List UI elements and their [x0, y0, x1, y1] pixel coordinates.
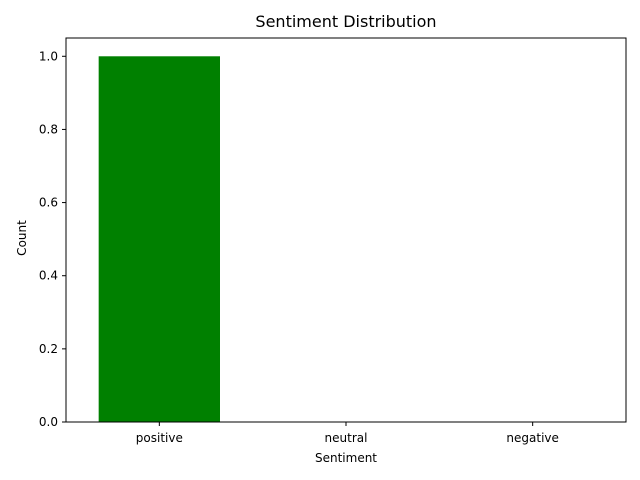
bar-positive — [98, 56, 220, 422]
y-tick-label: 0.8 — [39, 122, 58, 136]
x-tick-label: negative — [506, 431, 558, 445]
y-tick-label: 0.4 — [39, 269, 58, 283]
x-tick-label: positive — [136, 431, 183, 445]
chart-title: Sentiment Distribution — [255, 12, 436, 31]
x-axis-label: Sentiment — [315, 451, 377, 465]
y-tick-label: 0.6 — [39, 196, 58, 210]
y-tick-label: 0.0 — [39, 415, 58, 429]
y-axis-label: Count — [15, 220, 29, 256]
y-tick-label: 1.0 — [39, 49, 58, 63]
plot-area: 0.0 0.2 0.4 0.6 0.8 1.0 positive neutral negativ… — [39, 37, 627, 445]
x-tick-label: neutral — [325, 431, 368, 445]
y-tick-label: 0.2 — [39, 342, 58, 356]
